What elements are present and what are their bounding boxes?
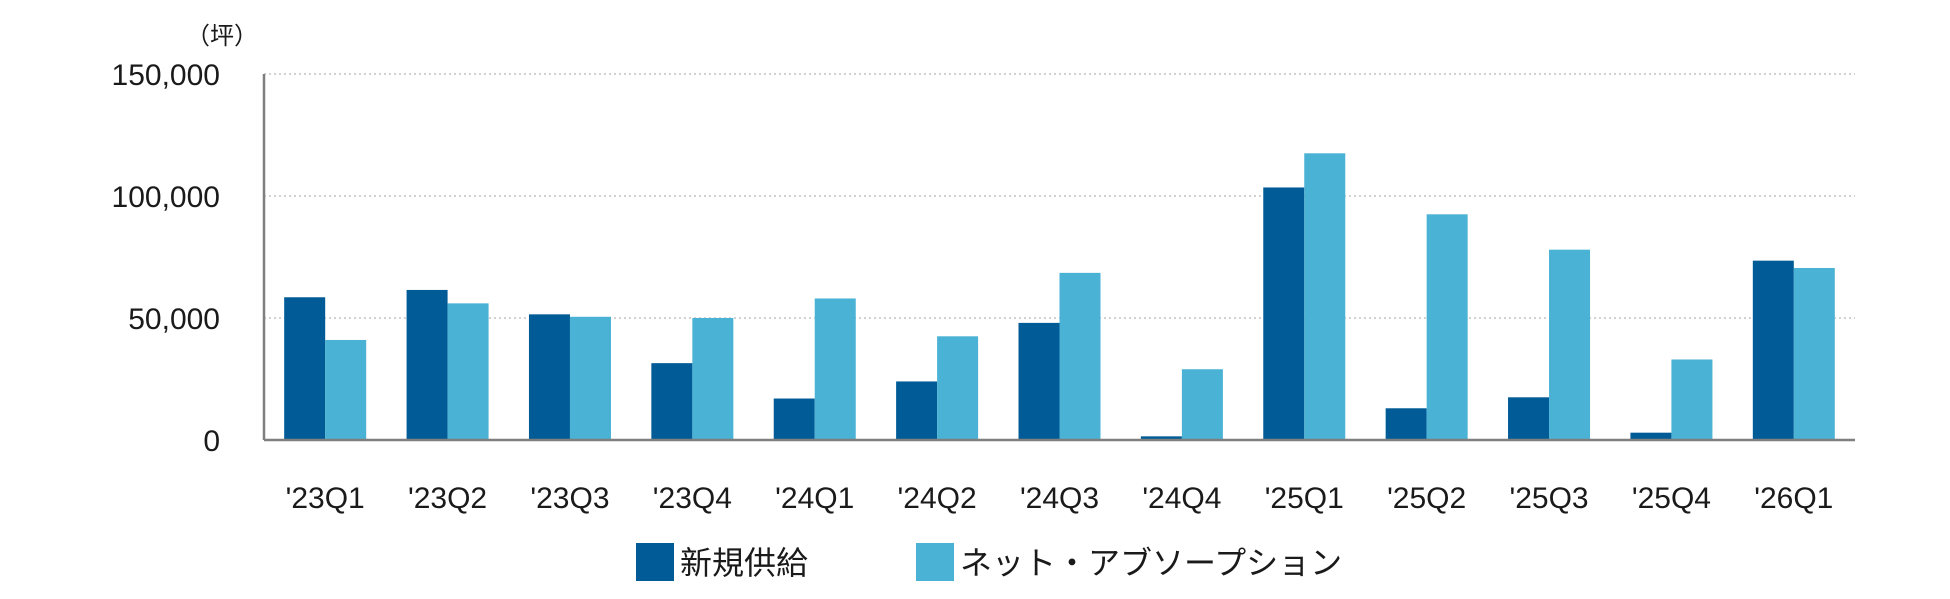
y-unit-label: （坪） [186, 22, 258, 50]
y-tick-label: 150,000 [112, 59, 220, 92]
bar-absorption-12 [1793, 267, 1835, 440]
bar-supply-9 [1385, 408, 1427, 440]
bar-absorption-5 [937, 336, 979, 440]
x-tick-label: '23Q4 [653, 482, 732, 515]
bar-supply-5 [896, 381, 938, 440]
bar-absorption-2 [569, 316, 611, 440]
axes [262, 74, 1855, 442]
bars [284, 153, 1835, 441]
x-tick-label: '23Q2 [408, 482, 487, 515]
bar-supply-6 [1018, 322, 1060, 440]
x-tick-label: '25Q1 [1265, 482, 1344, 515]
bar-absorption-9 [1426, 214, 1468, 440]
legend-label-0: 新規供給 [680, 544, 808, 582]
x-tick-label: '25Q4 [1632, 482, 1711, 515]
bar-absorption-1 [447, 303, 489, 440]
x-tick-label: '25Q2 [1387, 482, 1466, 515]
bar-supply-12 [1752, 260, 1794, 440]
bar-absorption-3 [692, 318, 734, 440]
x-tick-label: '23Q3 [530, 482, 609, 515]
bar-absorption-11 [1671, 359, 1713, 440]
y-tick-label: 50,000 [128, 303, 220, 336]
x-tick-label: '24Q3 [1020, 482, 1099, 515]
x-tick-label: '24Q2 [898, 482, 977, 515]
x-tick-label: '24Q1 [775, 482, 854, 515]
bar-absorption-0 [325, 339, 367, 440]
legend-swatch-1 [916, 543, 954, 581]
bar-supply-7 [1140, 436, 1182, 440]
y-tick-labels: 0 50,000 100,000 150,000 [112, 59, 220, 458]
x-tick-label: '26Q1 [1754, 482, 1833, 515]
x-tick-label: '24Q4 [1142, 482, 1221, 515]
bar-absorption-10 [1549, 249, 1591, 440]
bar-supply-10 [1508, 397, 1550, 440]
bar-absorption-7 [1181, 369, 1223, 440]
bar-absorption-6 [1059, 272, 1101, 440]
x-tick-label: '23Q1 [286, 482, 365, 515]
x-tick-labels: '23Q1 '23Q2 '23Q3 '23Q4 '24Q1 '24Q2 '24Q3 '24Q4… [286, 482, 1834, 515]
bar-supply-1 [406, 289, 448, 440]
y-tick-label: 100,000 [112, 181, 220, 214]
y-tick-label: 0 [203, 425, 220, 458]
bar-supply-4 [773, 398, 815, 440]
x-tick-label: '25Q3 [1509, 482, 1588, 515]
bar-supply-3 [651, 363, 693, 440]
legend-label-1: ネット・アブソープション [960, 544, 1342, 582]
bar-absorption-8 [1304, 153, 1346, 441]
bar-supply-0 [284, 297, 326, 440]
legend: 新規供給 ネット・アブソープション [636, 543, 1342, 582]
bar-supply-8 [1263, 187, 1305, 440]
bar-absorption-4 [814, 298, 856, 440]
bar-supply-2 [528, 314, 570, 440]
bar-supply-11 [1630, 432, 1672, 440]
legend-swatch-0 [636, 543, 674, 581]
